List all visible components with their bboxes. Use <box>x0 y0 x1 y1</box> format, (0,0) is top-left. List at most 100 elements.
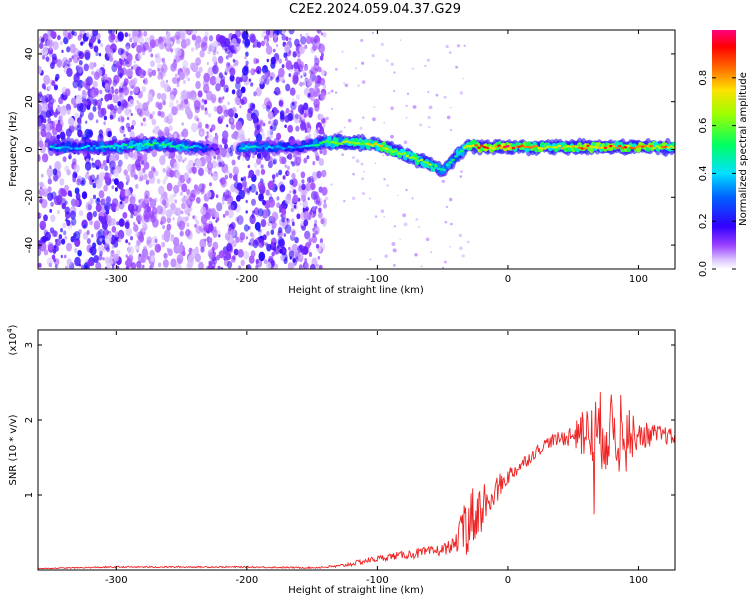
noise-blob <box>315 243 320 249</box>
noise-blob <box>283 233 287 237</box>
ridge-core <box>287 145 292 148</box>
noise-blob <box>449 197 453 202</box>
noise-blob <box>392 263 396 267</box>
noise-blob <box>195 219 200 226</box>
noise-blob <box>191 122 198 133</box>
noise-blob <box>99 89 103 95</box>
noise-blob <box>217 55 224 64</box>
ridge-core <box>135 143 139 146</box>
noise-blob <box>150 53 154 58</box>
noise-blob <box>77 50 82 57</box>
noise-blob <box>373 106 376 108</box>
ridge-core <box>333 141 338 144</box>
x-tick-label: -300 <box>105 274 128 285</box>
noise-blob <box>193 100 201 110</box>
noise-blob <box>124 32 129 38</box>
noise-blob <box>352 156 355 160</box>
noise-blob <box>218 161 222 167</box>
noise-blob <box>157 74 162 80</box>
noise-blob <box>405 188 408 192</box>
noise-blob <box>191 62 198 71</box>
noise-blob <box>219 79 225 88</box>
ridge-core <box>123 143 128 147</box>
noise-blob <box>47 117 52 124</box>
noise-blob <box>279 184 286 193</box>
noise-blob <box>176 83 180 88</box>
noise-blob <box>299 45 305 55</box>
noise-blob <box>251 213 255 219</box>
noise-blob <box>253 91 257 97</box>
noise-blob <box>168 194 175 203</box>
noise-blob <box>258 77 264 85</box>
noise-blob <box>48 47 54 55</box>
ridge-core <box>477 146 481 149</box>
noise-blob <box>53 84 59 91</box>
noise-blob <box>81 180 85 185</box>
noise-blob <box>114 187 118 192</box>
noise-blob <box>212 231 218 238</box>
noise-blob <box>160 93 167 101</box>
ridge-core <box>270 146 275 149</box>
noise-blob <box>384 139 387 141</box>
ridge-core <box>566 145 570 148</box>
noise-blob <box>45 131 53 142</box>
ridge-core <box>98 146 102 149</box>
noise-blob <box>161 63 168 74</box>
noise-blob <box>272 247 276 252</box>
ridge-core <box>293 146 297 149</box>
noise-blob <box>77 249 82 257</box>
noise-blob <box>399 238 402 241</box>
noise-blob <box>234 42 241 53</box>
noise-blob <box>122 60 127 67</box>
noise-blob <box>173 184 180 194</box>
noise-blob <box>343 200 346 203</box>
ridge-core <box>528 146 533 149</box>
noise-blob <box>107 130 112 138</box>
noise-blob <box>307 236 313 244</box>
noise-blob <box>53 99 57 103</box>
noise-blob <box>119 125 125 134</box>
noise-blob <box>38 240 41 244</box>
ridge-core <box>141 144 145 147</box>
ridge-core <box>594 146 599 149</box>
noise-blob <box>82 133 86 138</box>
noise-blob <box>64 254 67 259</box>
noise-blob <box>255 191 259 196</box>
noise-blob <box>136 44 143 54</box>
noise-blob <box>291 230 296 236</box>
spectrogram-x-ticks: -300 -200 -100 0 100 <box>105 30 648 285</box>
noise-blob <box>405 116 408 119</box>
noise-blob <box>297 253 304 263</box>
noise-blob <box>206 61 209 66</box>
ridge-core <box>526 145 530 149</box>
noise-blob <box>289 87 296 96</box>
ridge-core <box>115 144 119 147</box>
noise-blob <box>225 190 232 199</box>
noise-blob <box>165 209 172 219</box>
noise-blob <box>200 105 205 111</box>
noise-blob <box>72 176 77 183</box>
ridge-core <box>250 145 254 148</box>
noise-blob <box>171 106 178 116</box>
noise-blob <box>210 94 217 103</box>
noise-blob <box>95 179 103 189</box>
noise-blob <box>230 123 235 130</box>
ridge-core <box>126 146 131 149</box>
noise-blob <box>221 200 225 205</box>
noise-blob <box>223 37 231 47</box>
noise-blob <box>414 253 418 257</box>
snr-y-multiplier-exp: 4 <box>6 328 14 333</box>
noise-blob <box>456 44 461 48</box>
noise-blob <box>52 248 57 254</box>
ridge-core <box>623 146 628 149</box>
noise-blob <box>135 183 139 189</box>
noise-blob <box>361 80 366 84</box>
noise-blob <box>443 260 447 264</box>
noise-blob <box>280 254 285 262</box>
ridge-core <box>574 145 579 148</box>
noise-blob <box>463 44 466 47</box>
noise-blob <box>91 162 94 166</box>
noise-blob <box>179 191 184 197</box>
noise-blob <box>360 39 364 42</box>
noise-blob <box>193 162 196 167</box>
